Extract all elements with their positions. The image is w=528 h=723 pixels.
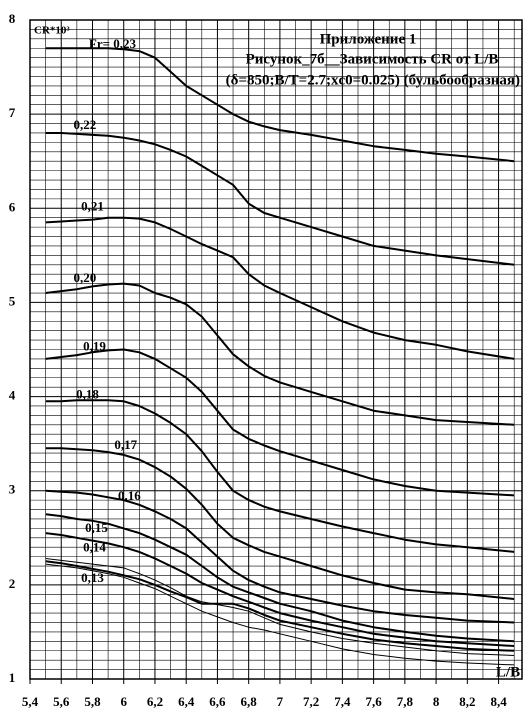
curve	[45, 560, 515, 652]
curve-label: 0,18	[76, 386, 99, 401]
curve	[45, 513, 515, 643]
curve-label: 0,19	[83, 338, 106, 353]
y-axis-label: CR*10³	[34, 25, 70, 37]
curve-label: 0,17	[114, 437, 137, 452]
curve	[45, 132, 515, 266]
y-tick-label: 1	[9, 670, 16, 685]
y-tick-label: 7	[9, 105, 16, 120]
x-tick-label: 5,6	[53, 694, 70, 709]
curve-label: Fr= 0,23	[89, 36, 137, 51]
x-tick-label: 5,4	[22, 694, 39, 709]
curve-label: 0,14	[83, 540, 106, 555]
x-tick-label: 6,6	[209, 694, 226, 709]
x-tick-label: 7	[277, 694, 284, 709]
y-tick-label: 8	[9, 11, 16, 26]
x-tick-label: 7,6	[365, 694, 382, 709]
y-tick-label: 3	[9, 482, 16, 497]
x-tick-label: 8,4	[490, 694, 507, 709]
y-tick-label: 4	[9, 388, 16, 403]
x-tick-label: 8	[433, 694, 440, 709]
curve	[45, 216, 515, 360]
x-tick-label: 7,2	[303, 694, 319, 709]
curve	[45, 399, 515, 553]
curve-label: 0,16	[118, 488, 141, 503]
curve	[45, 558, 515, 656]
curve-label: 0,15	[85, 520, 108, 535]
annotation: (δ=850;B/T=2.7;xc0=0.025) (бульбообразна…	[226, 72, 520, 88]
curve	[45, 447, 515, 600]
y-tick-label: 2	[9, 576, 16, 591]
x-tick-label: 7,4	[334, 694, 351, 709]
curve	[45, 282, 515, 426]
x-axis-label: L/B	[496, 664, 520, 680]
y-tick-label: 6	[9, 199, 16, 214]
curve	[45, 563, 515, 666]
curve	[45, 489, 515, 624]
plot-frame	[29, 19, 523, 680]
x-tick-label: 6,2	[147, 694, 163, 709]
x-tick-label: 6	[120, 694, 127, 709]
x-tick-label: 6,4	[178, 694, 195, 709]
curves	[45, 47, 515, 666]
x-tick-label: 8,2	[459, 694, 475, 709]
curve	[45, 47, 515, 163]
x-tick-label: 7,8	[397, 694, 414, 709]
y-tick-label: 5	[9, 293, 16, 308]
chart-subtitle: Рисунок_7б__Зависимость CR от L/B	[246, 51, 499, 67]
curve-label: 0,21	[81, 199, 104, 214]
chart-title: Приложение 1	[320, 31, 417, 47]
curve	[45, 348, 515, 497]
curve-label: 0,20	[73, 270, 96, 285]
curve-label: 0,22	[73, 117, 96, 132]
x-tick-label: 5,8	[84, 694, 101, 709]
curve-label: 0,13	[81, 570, 104, 585]
curve	[45, 532, 515, 647]
x-tick-label: 6,8	[241, 694, 258, 709]
